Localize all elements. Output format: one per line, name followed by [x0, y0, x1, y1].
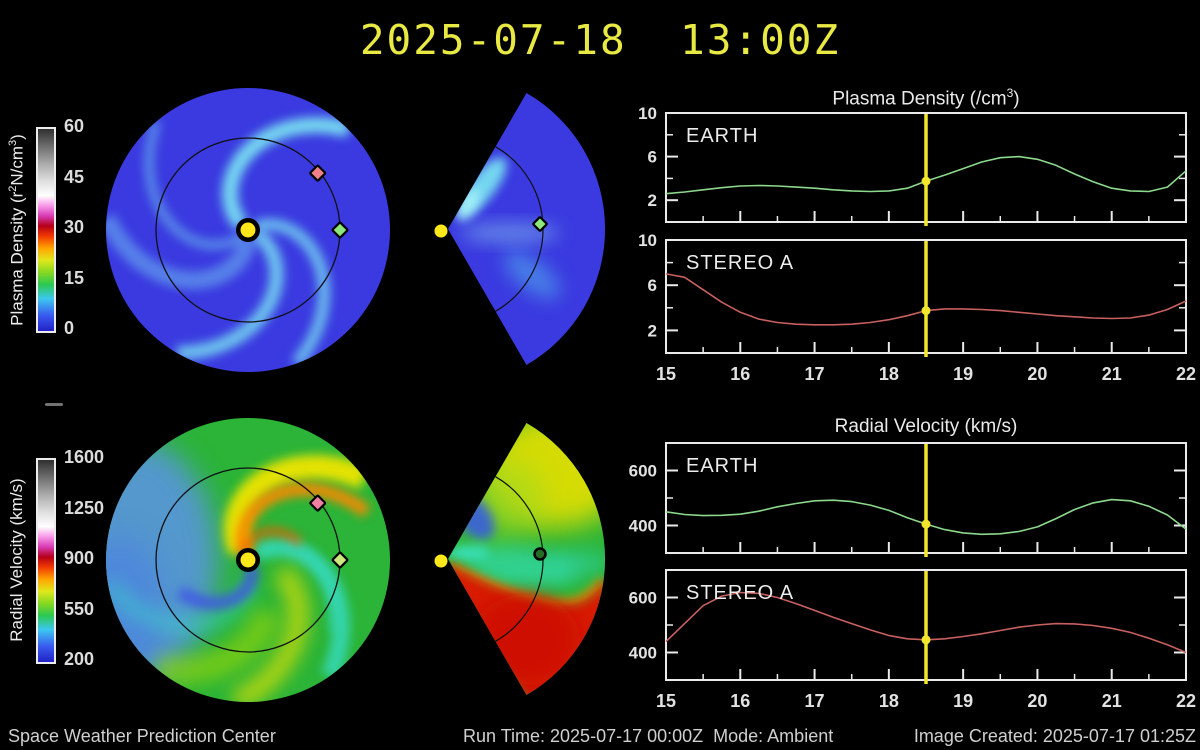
radial-velocity-meridional-map: [433, 423, 606, 695]
svg-text:EARTH: EARTH: [686, 455, 758, 477]
colorbar-tick-label: 15: [64, 267, 85, 288]
svg-text:6: 6: [648, 148, 657, 167]
density-colorbar-label: Plasma Density (r2N/cm3): [7, 134, 27, 326]
density-chart-title: Plasma Density (/cm3): [832, 86, 1020, 110]
svg-text:STEREO A: STEREO A: [686, 252, 794, 274]
density-colorbar: [36, 127, 56, 333]
colorbar-tick-label: 45: [64, 166, 85, 187]
svg-text:20: 20: [1027, 364, 1047, 384]
svg-text:15: 15: [656, 364, 676, 384]
colorbar-tick-label: 1600: [64, 447, 105, 467]
svg-text:2: 2: [648, 191, 657, 210]
plasma-density-polar-map: [106, 88, 390, 372]
timestamp-title: 2025-07-18 13:00Z: [359, 16, 841, 64]
svg-text:10: 10: [638, 231, 657, 250]
svg-text:2: 2: [648, 321, 657, 340]
stray-dash-artifact: [45, 403, 63, 406]
footer-created: Image Created: 2025-07-17 01:25Z: [913, 726, 1196, 746]
footer-runtime: Run Time: 2025-07-17 00:00Z Mode: Ambien…: [463, 726, 834, 746]
svg-text:20: 20: [1027, 691, 1047, 711]
svg-text:6: 6: [648, 276, 657, 295]
svg-text:19: 19: [953, 364, 973, 384]
colorbar-tick-label: 900: [64, 548, 95, 568]
radial-velocity-polar-map: [106, 418, 390, 702]
svg-text:22: 22: [1176, 691, 1196, 711]
colorbar-tick-label: 0: [64, 318, 75, 338]
svg-text:21: 21: [1102, 364, 1122, 384]
svg-text:10: 10: [638, 104, 657, 123]
velocity-colorbar-label: Radial Velocity (km/s): [7, 478, 26, 642]
svg-text:17: 17: [805, 364, 825, 384]
velocity-colorbar: [36, 458, 56, 664]
colorbar-tick-label: 1250: [64, 497, 105, 518]
colorbar-tick-label: 30: [64, 217, 85, 237]
colorbar-tick-label: 550: [64, 598, 95, 619]
svg-text:21: 21: [1102, 691, 1122, 711]
velocity-chart-title: Radial Velocity (km/s): [834, 416, 1018, 437]
colorbar-tick-label: 60: [64, 116, 85, 136]
plasma-density-meridional-map: [433, 93, 606, 365]
svg-text:EARTH: EARTH: [686, 125, 758, 147]
svg-text:STEREO A: STEREO A: [686, 582, 794, 604]
colorbar-tick-label: 200: [64, 649, 95, 669]
footer-org: Space Weather Prediction Center: [8, 726, 276, 746]
velocity-earth-panel: 400 600 EARTH: [629, 442, 1187, 557]
svg-text:18: 18: [879, 691, 899, 711]
svg-text:400: 400: [629, 517, 657, 536]
svg-text:400: 400: [629, 644, 657, 663]
density-earth-panel: 2 6 10 EARTH: [638, 104, 1187, 226]
svg-text:600: 600: [629, 589, 657, 608]
svg-text:15: 15: [656, 691, 676, 711]
svg-text:22: 22: [1176, 364, 1196, 384]
svg-text:16: 16: [730, 691, 750, 711]
svg-text:17: 17: [805, 691, 825, 711]
svg-text:600: 600: [629, 462, 657, 481]
velocity-stereo-panel: 400 600 STEREO A 15 16 17 18 19 20 21 22: [629, 569, 1196, 711]
svg-text:16: 16: [730, 364, 750, 384]
density-stereo-panel: 2 6 10 STEREO A 15 16 17 18 19 20 21 22: [638, 231, 1196, 384]
svg-text:18: 18: [879, 364, 899, 384]
svg-text:19: 19: [953, 691, 973, 711]
